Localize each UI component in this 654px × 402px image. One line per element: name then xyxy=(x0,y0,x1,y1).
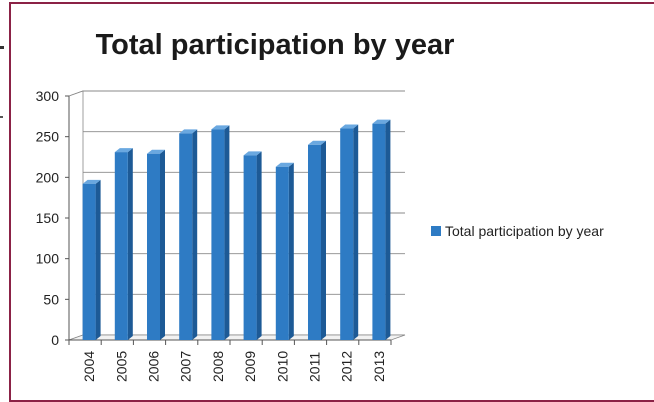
x-tick-label: 2013 xyxy=(371,351,387,382)
page-edge-mark xyxy=(0,46,4,49)
bar xyxy=(211,125,230,340)
y-tick-label: 100 xyxy=(36,251,60,267)
x-tick-label: 2008 xyxy=(210,351,226,382)
chart-title: Total participation by year xyxy=(96,29,455,61)
bar-front xyxy=(211,129,225,340)
bar-front xyxy=(308,144,321,340)
bar-side xyxy=(95,179,101,340)
bar xyxy=(243,151,262,340)
legend-swatch xyxy=(431,226,441,236)
bar-chart: Total participation by year 0 50 100 150 200… xyxy=(36,29,604,382)
x-tick-label: 2009 xyxy=(242,351,258,382)
legend: Total participation by year xyxy=(431,223,604,239)
bar xyxy=(372,119,391,340)
grid-line xyxy=(68,90,405,97)
bar-front xyxy=(147,153,160,340)
bar-top xyxy=(114,148,133,153)
bar-front xyxy=(275,166,289,340)
bar xyxy=(308,140,326,340)
bar xyxy=(340,124,359,341)
bar-side xyxy=(385,119,391,340)
bar-top xyxy=(211,125,230,130)
x-tick-label: 2012 xyxy=(339,351,355,382)
legend-label: Total participation by year xyxy=(445,223,604,239)
bar-front xyxy=(179,133,193,340)
y-tick-label: 200 xyxy=(36,169,60,185)
bar xyxy=(114,148,133,340)
x-tick-label: 2010 xyxy=(274,351,290,382)
bar xyxy=(82,179,101,340)
bar-front xyxy=(340,128,354,340)
bar-side xyxy=(321,140,326,340)
y-tick-label: 150 xyxy=(36,210,60,226)
bar xyxy=(275,162,294,340)
bar-front xyxy=(82,183,96,340)
bar-side xyxy=(288,162,294,340)
y-tick-label: 300 xyxy=(36,88,60,104)
x-tick-label: 2011 xyxy=(307,352,323,382)
bar-side xyxy=(192,129,198,340)
bar-top xyxy=(243,151,262,156)
bar-front xyxy=(372,123,386,340)
x-tick-label: 2006 xyxy=(146,351,162,382)
y-tick-label: 0 xyxy=(51,332,59,348)
side-wall xyxy=(68,90,84,341)
bar-top xyxy=(82,179,101,184)
bar-top xyxy=(308,140,326,145)
bar xyxy=(179,129,198,340)
bar-side xyxy=(160,149,165,340)
chart-frame: Total participation by year 0 50 100 150 200… xyxy=(9,2,654,402)
bar-top xyxy=(147,149,165,154)
bar-front xyxy=(114,152,128,340)
y-tick-label: 50 xyxy=(43,291,59,307)
bar-side xyxy=(127,148,133,340)
bar xyxy=(147,149,165,340)
bar-front xyxy=(243,155,257,340)
y-tick-label: 250 xyxy=(36,129,60,145)
bar-top xyxy=(372,119,391,124)
bar-side xyxy=(353,124,359,341)
x-axis-ticks: 2004 2005 2006 2007 2008 2009 2010 2011 2012 2013 xyxy=(68,340,392,382)
bar-top xyxy=(340,124,359,129)
y-axis-ticks: 0 50 100 150 200 250 300 xyxy=(36,88,69,348)
bar-top xyxy=(275,162,294,167)
bars xyxy=(82,119,391,341)
bar-side xyxy=(224,125,230,340)
x-tick-label: 2007 xyxy=(178,351,194,382)
x-tick-label: 2005 xyxy=(113,351,129,382)
bar-side xyxy=(256,151,262,340)
bar-top xyxy=(179,129,198,134)
x-tick-label: 2004 xyxy=(81,351,97,382)
page-edge-mark xyxy=(0,116,3,118)
